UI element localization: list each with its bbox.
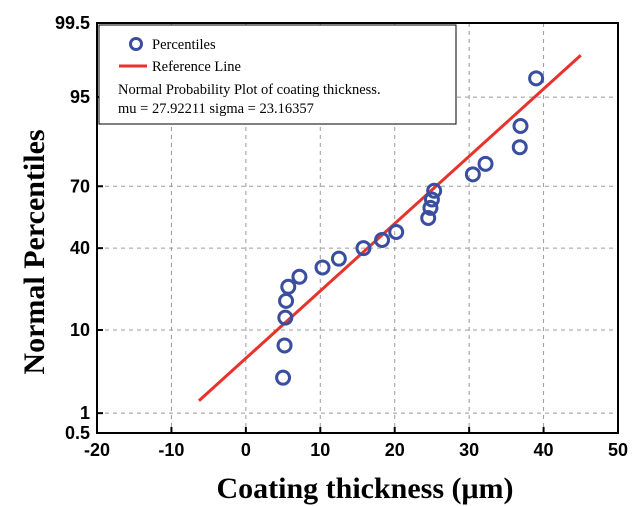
percentile-point	[426, 182, 443, 199]
x-tick-label: 0	[241, 440, 251, 460]
percentile-point	[314, 259, 331, 276]
percentile-point	[464, 166, 481, 183]
percentile-point	[280, 278, 297, 295]
x-tick-label: 50	[608, 440, 628, 460]
y-tick-label: 70	[70, 176, 90, 196]
y-tick-label: 40	[70, 238, 90, 258]
legend: Percentiles Reference Line Normal Probab…	[98, 24, 457, 125]
y-tick-label: 1	[80, 403, 90, 423]
x-tick-label: 40	[534, 440, 554, 460]
x-tick-label: 30	[459, 440, 479, 460]
legend-percentiles-marker	[129, 37, 143, 51]
y-tick-label: 10	[70, 320, 90, 340]
percentile-point	[420, 209, 437, 226]
y-tick-label: 99.5	[55, 13, 90, 33]
percentile-point	[276, 337, 293, 354]
percentile-point	[388, 223, 405, 240]
percentile-point	[511, 139, 528, 156]
axis-ticks: -20 -10 0 10 20 30 40 50 0.51 10 40 70 95 99.5	[55, 13, 628, 460]
percentile-point	[528, 70, 545, 87]
percentile-point	[277, 309, 294, 326]
x-tick-label: -20	[84, 440, 110, 460]
percentile-point	[275, 369, 292, 386]
plot-frame	[96, 22, 619, 434]
grid	[97, 23, 618, 433]
percentile-point	[374, 232, 391, 249]
percentile-point	[423, 191, 440, 208]
x-tick-label: 20	[385, 440, 405, 460]
legend-note-params: mu = 27.92211 sigma = 23.16357	[118, 101, 314, 117]
y-tick-label: 95	[70, 87, 90, 107]
legend-percentiles-label: Percentiles	[152, 37, 216, 53]
x-axis-title: Coating thickness (μm)	[216, 472, 513, 505]
percentile-point	[355, 240, 372, 257]
percentile-point	[477, 155, 494, 172]
y-tick-label: 0.5	[65, 423, 90, 443]
percentile-point	[278, 292, 295, 309]
legend-box	[98, 24, 457, 125]
percentile-point	[291, 268, 308, 285]
percentile-points-layer	[275, 70, 545, 386]
x-tick-label: -10	[158, 440, 184, 460]
percentile-point	[422, 199, 439, 216]
legend-note-title: Normal Probability Plot of coating thick…	[118, 82, 381, 98]
percentile-point	[512, 118, 529, 135]
x-tick-label: 10	[310, 440, 330, 460]
legend-reference-label: Reference Line	[152, 59, 241, 75]
y-axis-title: Normal Percentiles	[18, 129, 51, 374]
percentile-point	[330, 250, 347, 267]
